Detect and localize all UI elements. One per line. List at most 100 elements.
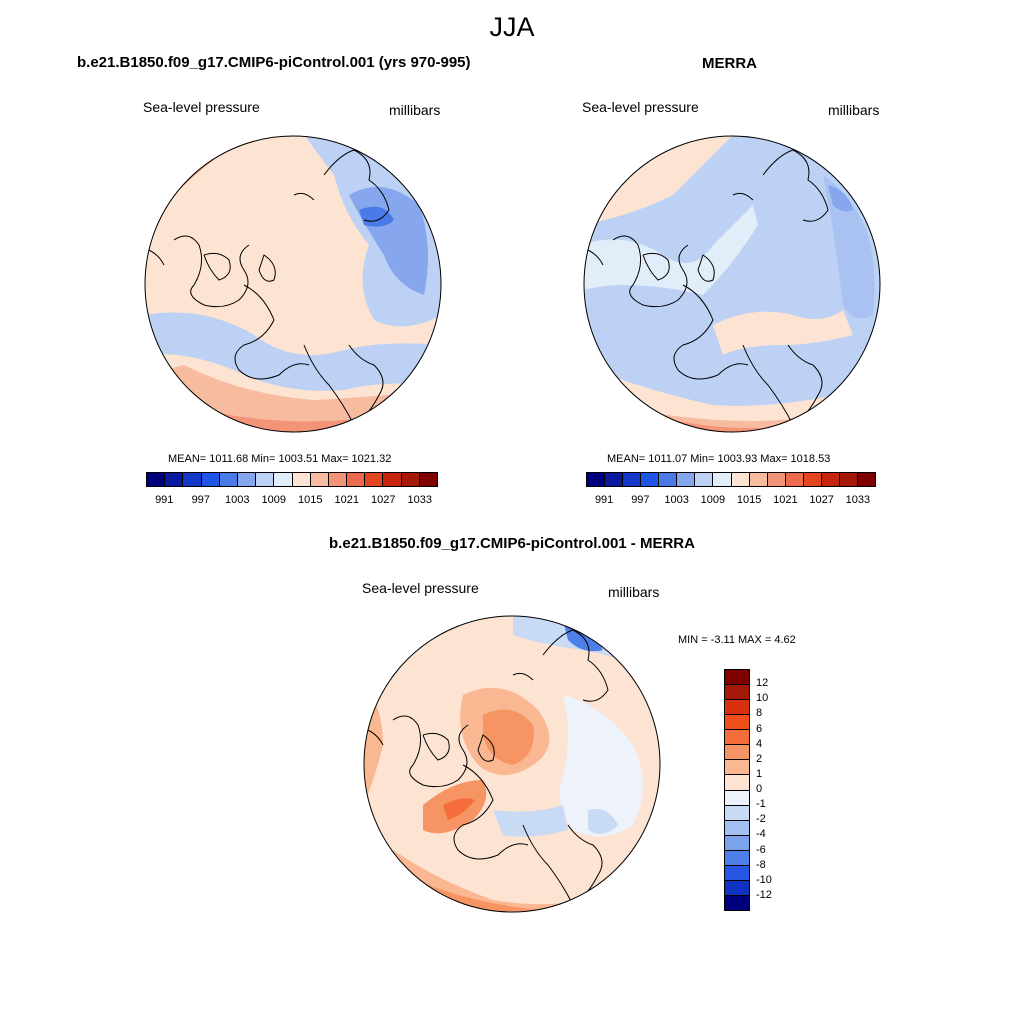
diff-colorbar-tick-label: -12: [756, 888, 772, 901]
obs-colorbar-swatch: [659, 473, 678, 486]
figure-title: JJA: [489, 12, 535, 42]
model-colorbar-tick-label: 1003: [225, 494, 250, 506]
diff-colorbar-swatch: [725, 835, 749, 851]
diff-colorbar-swatch: [725, 730, 749, 746]
obs-colorbar-tick-label: 1033: [845, 494, 871, 506]
obs-colorbar-tick-label: 1021: [773, 494, 798, 506]
diff-colorbar-swatch: [725, 700, 749, 716]
model-colorbar-swatch: [401, 473, 420, 486]
model-low-atlantic: [145, 312, 441, 391]
diff-units-label: millibars: [608, 584, 660, 600]
obs-colorbar-labels: 991 997 1003 1009 1015 1021 1027 1033: [586, 494, 876, 508]
diff-colorbar-swatch: [725, 745, 749, 761]
diff-colorbar: [724, 669, 750, 911]
diff-polar-map: [363, 615, 661, 913]
obs-colorbar-swatch: [731, 473, 750, 486]
diff-map-border: [363, 615, 661, 913]
model-colorbar-labels: 991 997 1003 1009 1015 1021 1027 1033: [146, 494, 438, 508]
model-colorbar-swatch: [219, 473, 238, 486]
diff-colorbar-swatch: [725, 805, 749, 821]
obs-colorbar: [586, 472, 876, 487]
model-colorbar-tick-label: 1027: [371, 494, 396, 506]
obs-colorbar-swatch: [623, 473, 642, 486]
model-colorbar-tick-label: 1021: [334, 494, 359, 506]
model-colorbar-swatch: [292, 473, 311, 486]
diff-colorbar-swatch: [725, 790, 749, 806]
obs-colorbar-tick-label: 997: [631, 494, 650, 506]
obs-colorbar-swatch: [605, 473, 624, 486]
obs-colorbar-tick-label: 1027: [809, 494, 834, 506]
obs-colorbar-tick-label: 991: [594, 494, 614, 506]
obs-colorbar-swatch: [641, 473, 660, 486]
diff-colorbar-labels: 12 10 8 6 4 2 1 0 -1 -2 -4 -6 -8 -10 -12: [756, 669, 796, 911]
obs-colorbar-swatch: [839, 473, 858, 486]
obs-variable-label: Sea-level pressure: [582, 99, 699, 115]
obs-colorbar-swatch: [803, 473, 822, 486]
diff-colorbar-swatch: [725, 820, 749, 836]
diff-stats: MIN = -3.11 MAX = 4.62: [678, 634, 796, 646]
model-colorbar-swatch: [256, 473, 275, 486]
obs-colorbar-swatch: [695, 473, 714, 486]
obs-stats: MEAN= 1011.07 Min= 1003.93 Max= 1018.53: [607, 453, 831, 465]
model-colorbar-tick-label: 1015: [298, 494, 323, 506]
diff-colorbar-swatch: [725, 850, 749, 866]
model-colorbar-tick-label: 997: [191, 494, 210, 506]
diff-colorbar-tick-label: 2: [756, 752, 763, 765]
model-colorbar-swatch: [365, 473, 384, 486]
diff-colorbar-tick-label: 1: [756, 767, 763, 780]
diff-colorbar-tick-label: 8: [756, 707, 763, 720]
model-colorbar-swatch: [419, 473, 437, 486]
model-colorbar-tick-label: 991: [155, 494, 174, 506]
obs-colorbar-swatch: [857, 473, 875, 486]
diff-colorbar-swatch: [725, 865, 749, 881]
obs-coastlines: [587, 149, 829, 426]
model-colorbar-swatch: [347, 473, 366, 486]
diff-colorbar-tick-label: -6: [756, 843, 766, 856]
model-colorbar-swatch: [147, 473, 166, 486]
diff-colorbar-tick-label: -2: [756, 813, 766, 826]
model-colorbar-swatch: [237, 473, 257, 486]
model-units-label: millibars: [389, 102, 441, 118]
diff-variable-label: Sea-level pressure: [362, 580, 479, 596]
diff-colorbar-tick-label: 10: [756, 692, 769, 705]
model-colorbar-tick-label: 1033: [407, 494, 432, 506]
obs-colorbar-swatch: [767, 473, 786, 486]
diff-colorbar-tick-label: -10: [756, 873, 772, 886]
model-colorbar-swatch: [383, 473, 402, 486]
model-polar-map: [144, 135, 442, 433]
model-stats: MEAN= 1011.68 Min= 1003.51 Max= 1021.32: [168, 453, 392, 465]
diff-panel-title: b.e21.B1850.f09_g17.CMIP6-piControl.001 …: [329, 535, 695, 552]
diff-colorbar-tick-label: 0: [756, 783, 763, 795]
model-colorbar-swatch: [310, 473, 329, 486]
diff-colorbar-tick-label: 4: [756, 737, 763, 750]
diff-colorbar-swatch: [725, 880, 749, 896]
model-coastlines: [148, 149, 390, 426]
diff-colorbar-tick-label: -1: [756, 798, 766, 811]
obs-colorbar-swatch: [587, 473, 606, 486]
obs-polar-map: [583, 135, 881, 433]
diff-colorbar-tick-label: 12: [756, 677, 769, 690]
diff-coastlines: [367, 629, 609, 906]
diff-colorbar-tick-label: 6: [756, 722, 763, 735]
diff-colorbar-swatch: [725, 760, 749, 776]
diff-colorbar-swatch: [725, 685, 749, 701]
diff-colorbar-tick-label: -4: [756, 828, 766, 841]
diff-colorbar-swatch: [725, 715, 749, 731]
obs-colorbar-tick-label: 1009: [700, 494, 726, 506]
obs-colorbar-swatch: [785, 473, 804, 486]
model-colorbar-swatch: [183, 473, 202, 486]
model-colorbar-swatch: [274, 473, 293, 486]
diff-negative-atlantic: [559, 695, 643, 837]
obs-colorbar-swatch: [749, 473, 768, 486]
obs-colorbar-swatch: [821, 473, 840, 486]
model-map-border: [144, 135, 442, 433]
model-panel-title: b.e21.B1850.f09_g17.CMIP6-piControl.001 …: [77, 54, 471, 71]
diff-colorbar-swatch: [725, 670, 749, 686]
obs-map-border: [583, 135, 881, 433]
model-colorbar-swatch: [165, 473, 184, 486]
obs-units-label: millibars: [828, 102, 880, 118]
obs-panel-title: MERRA: [702, 55, 757, 72]
model-colorbar-swatch: [328, 473, 348, 486]
diff-colorbar-swatch: [725, 775, 749, 791]
model-colorbar: [146, 472, 438, 487]
